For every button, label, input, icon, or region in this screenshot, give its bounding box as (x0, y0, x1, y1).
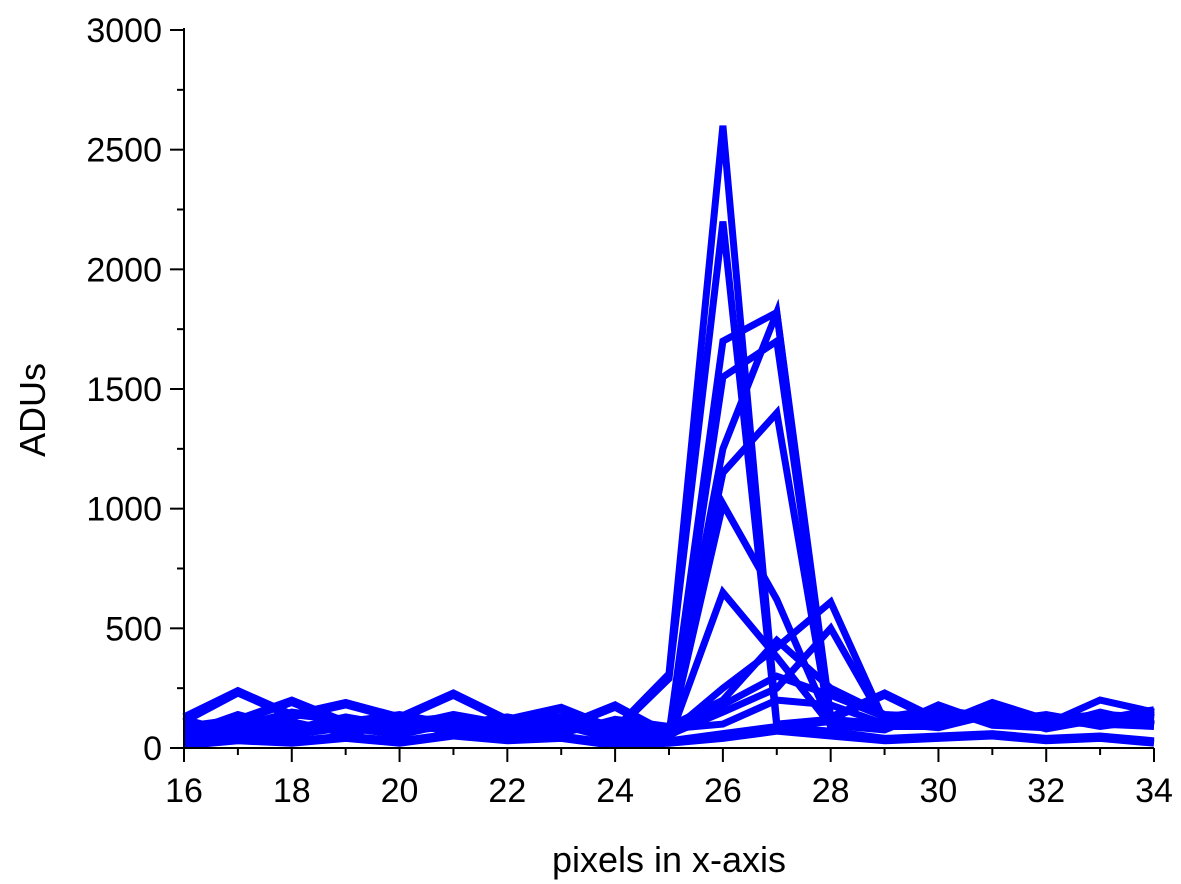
series-line-12 (183, 672, 1155, 740)
x-tick-label-32: 32 (1027, 772, 1065, 810)
series-line-6 (183, 405, 1155, 737)
series-line-2 (182, 221, 1155, 736)
x-tick-label-20: 20 (381, 772, 419, 810)
x-tick-label-26: 26 (704, 772, 742, 810)
x-tick-label-16: 16 (165, 772, 203, 810)
y-tick-label-500: 500 (105, 610, 162, 648)
x-tick-label-34: 34 (1135, 772, 1173, 810)
x-tick-label-22: 22 (488, 772, 526, 810)
x-tick-label-18: 18 (273, 772, 311, 810)
x-tick-label-28: 28 (812, 772, 850, 810)
y-axis-title: ADUs (12, 363, 53, 457)
x-tick-label-24: 24 (596, 772, 634, 810)
plot-lines (182, 125, 1155, 750)
axes (170, 28, 1155, 762)
y-tick-label-2000: 2000 (86, 251, 162, 289)
series-line-15 (183, 727, 1155, 750)
tick-labels: 0 500 1000 1500 2000 2500 3000 16 18 20 22 24 26 28 30… (86, 12, 1173, 810)
series-line-1 (182, 125, 1155, 734)
y-tick-label-0: 0 (143, 730, 162, 768)
y-tick-label-1500: 1500 (86, 371, 162, 409)
x-tick-label-30: 30 (920, 772, 958, 810)
y-tick-label-2500: 2500 (86, 132, 162, 170)
x-axis-title: pixels in x-axis (552, 839, 786, 880)
y-tick-label-1000: 1000 (86, 491, 162, 529)
y-tick-label-3000: 3000 (86, 12, 162, 50)
